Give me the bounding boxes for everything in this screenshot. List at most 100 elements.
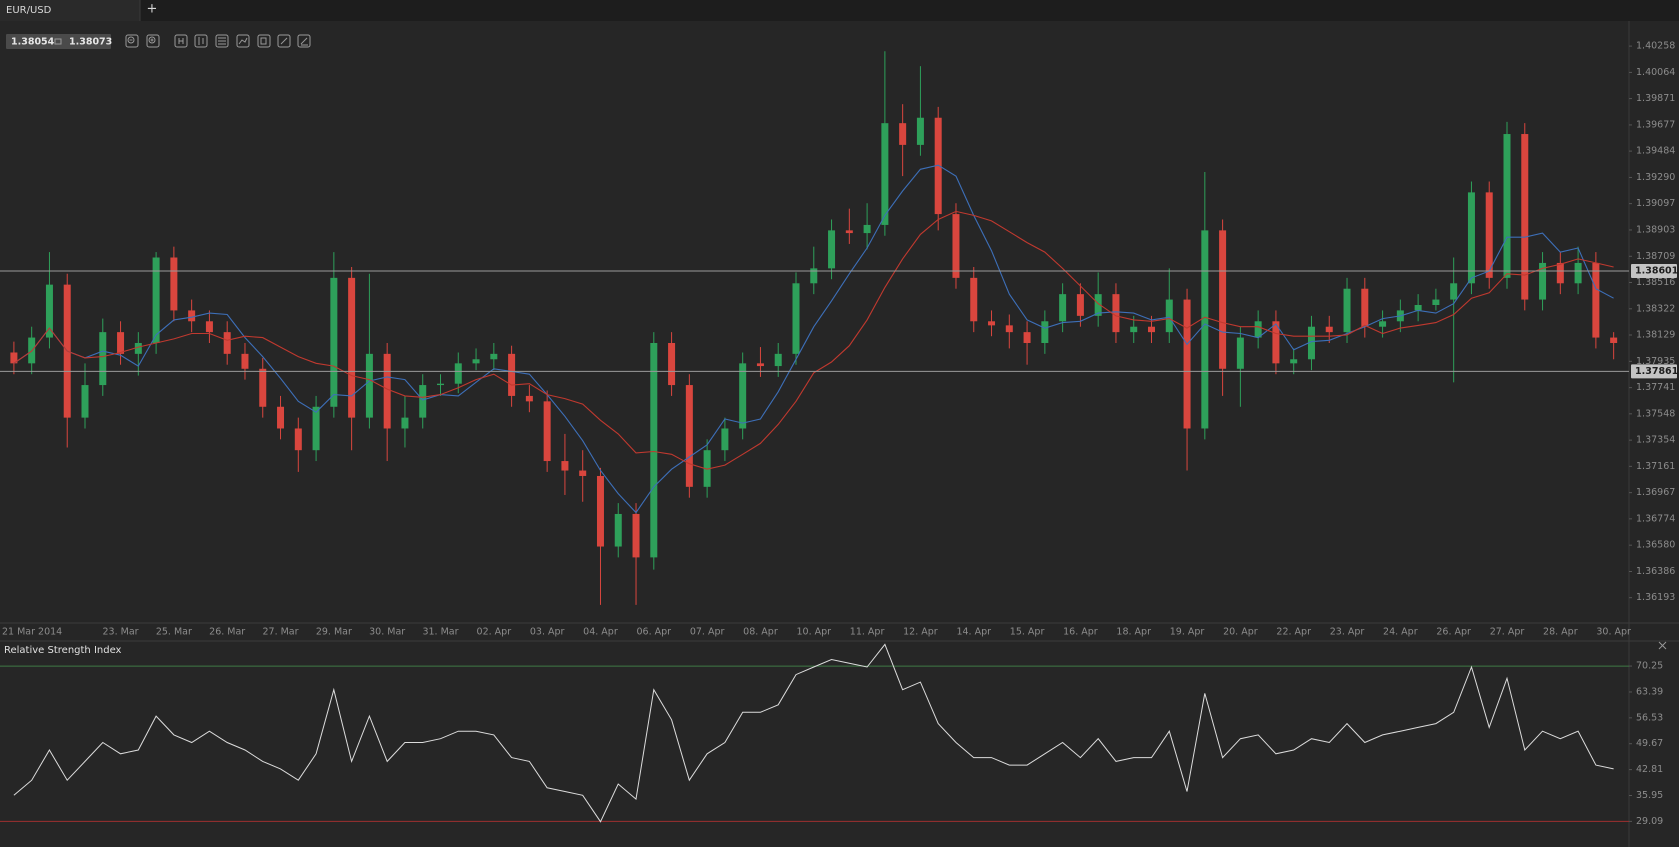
- candle-body: [348, 277, 356, 418]
- bid-price: 1.38054: [11, 37, 55, 48]
- candle-body: [863, 224, 871, 234]
- y-tick-label: 42.81: [1636, 764, 1663, 775]
- y-tick-label: 1.38709: [1636, 251, 1675, 262]
- close-indicator-button[interactable]: [1658, 641, 1667, 650]
- y-tick-label: 70.25: [1636, 661, 1663, 672]
- price-marker-label: 1.38601: [1635, 265, 1678, 276]
- edit-button[interactable]: [297, 34, 311, 48]
- candle-body: [1094, 294, 1102, 316]
- candle-body: [419, 385, 427, 418]
- candle-body: [99, 332, 107, 386]
- y-tick-label: 1.39484: [1636, 146, 1675, 157]
- candle-body: [454, 363, 462, 384]
- candle-body: [1201, 230, 1209, 429]
- candle-body: [1112, 294, 1120, 333]
- candle-body: [1574, 262, 1582, 284]
- template-button[interactable]: [236, 34, 250, 48]
- moving-average-line: [13, 164, 1614, 514]
- tab[interactable]: EUR/USD: [0, 0, 141, 21]
- candle-body: [205, 321, 213, 333]
- candle-body: [1023, 332, 1031, 343]
- candle-body: [1183, 299, 1191, 429]
- candle-body: [508, 353, 516, 396]
- zoom-in-button[interactable]: [146, 34, 160, 48]
- candle-body: [365, 353, 373, 418]
- y-tick-label: 1.37935: [1636, 356, 1675, 367]
- candle-body: [721, 428, 729, 451]
- price-marker-label: 1.37861: [1635, 366, 1678, 377]
- candle-body: [579, 470, 587, 476]
- x-tick-label: 02. Apr: [477, 627, 512, 638]
- y-tick-label: 1.39290: [1636, 172, 1675, 183]
- x-tick-label: 10. Apr: [796, 627, 831, 638]
- y-tick-label: 1.38903: [1636, 224, 1675, 235]
- y-tick-label: 1.39097: [1636, 198, 1675, 209]
- y-tick-label: 1.38516: [1636, 277, 1675, 288]
- candle-body: [1450, 283, 1458, 300]
- y-tick-label: 1.40064: [1636, 67, 1675, 78]
- tab-title: EUR/USD: [6, 5, 52, 16]
- candle-body: [10, 352, 18, 364]
- candle-body: [1290, 359, 1298, 364]
- x-tick-label: 18. Apr: [1116, 627, 1151, 638]
- x-tick-label: 27. Mar: [262, 627, 298, 638]
- x-tick-label: 28. Apr: [1543, 627, 1578, 638]
- toolbar: [125, 34, 311, 48]
- candle-body: [525, 395, 533, 402]
- candle-body: [668, 342, 676, 386]
- y-tick-label: 1.37741: [1636, 382, 1675, 393]
- x-tick-label: 20. Apr: [1223, 627, 1258, 638]
- candle-body: [1556, 262, 1564, 284]
- candle-body: [170, 257, 178, 311]
- new-tab-icon: +: [147, 2, 158, 17]
- ask-price: 1.38073: [69, 37, 112, 48]
- x-tick-label: 11. Apr: [850, 627, 885, 638]
- x-tick-label: 21 Mar 2014: [2, 627, 62, 638]
- zoom-out-button[interactable]: [125, 34, 139, 48]
- y-tick-label: 1.38129: [1636, 329, 1675, 340]
- candle-body: [1005, 325, 1013, 333]
- x-tick-label: 26. Mar: [209, 627, 245, 638]
- candle-body: [1236, 337, 1244, 369]
- y-tick-label: 35.95: [1636, 790, 1663, 801]
- candle-body: [739, 363, 747, 429]
- price-marker: [1631, 263, 1677, 278]
- candle-body: [650, 342, 658, 558]
- candle-body: [241, 353, 249, 369]
- indicator-title: Relative Strength Index: [4, 645, 122, 656]
- moving-average-line: [13, 210, 1614, 470]
- x-tick-label: 08. Apr: [743, 627, 778, 638]
- candle-body: [703, 450, 711, 487]
- candle-body: [881, 123, 889, 225]
- chart-type-button[interactable]: [194, 34, 208, 48]
- y-tick-label: 49.67: [1636, 738, 1663, 749]
- indicators-button[interactable]: [215, 34, 229, 48]
- x-tick-label: 03. Apr: [530, 627, 565, 638]
- y-tick-label: 29.09: [1636, 816, 1663, 827]
- y-tick-label: 56.53: [1636, 712, 1663, 723]
- copy-button[interactable]: [257, 34, 271, 48]
- x-tick-label: 07. Apr: [690, 627, 725, 638]
- candle-body: [1130, 326, 1138, 333]
- candle-body: [1272, 321, 1280, 364]
- x-tick-label: 19. Apr: [1170, 627, 1205, 638]
- x-tick-label: 06. Apr: [637, 627, 672, 638]
- candle-body: [1343, 288, 1351, 333]
- new-tab-button[interactable]: +: [147, 2, 158, 17]
- candle-body: [952, 214, 960, 278]
- candle-body: [259, 368, 267, 407]
- candle-body: [490, 353, 498, 360]
- candle-body: [970, 277, 978, 322]
- candle-body: [1059, 294, 1067, 322]
- x-tick-label: 16. Apr: [1063, 627, 1098, 638]
- candle-body: [383, 353, 391, 429]
- candle-body: [117, 332, 125, 354]
- y-tick-label: 1.36386: [1636, 566, 1675, 577]
- candle-body: [1148, 326, 1155, 333]
- drawing-button[interactable]: [277, 34, 291, 48]
- x-tick-label: 30. Mar: [369, 627, 405, 638]
- candle-body: [1307, 326, 1315, 360]
- quote-background: [6, 34, 111, 49]
- period-button[interactable]: [174, 34, 188, 48]
